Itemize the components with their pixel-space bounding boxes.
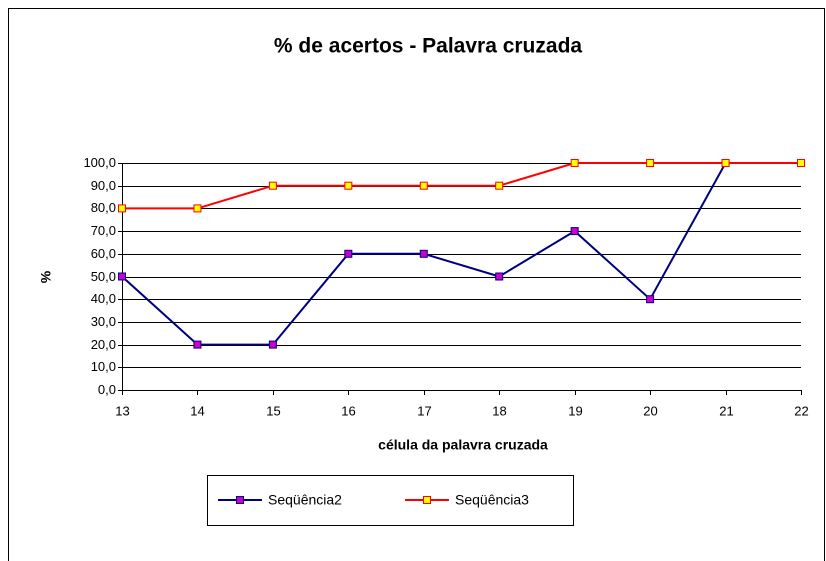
x-tick-label: 20 xyxy=(643,403,657,418)
marker xyxy=(419,181,428,190)
x-tick-label: 16 xyxy=(341,403,355,418)
y-axis-label: % xyxy=(38,270,54,283)
marker xyxy=(118,272,126,281)
y-tick-label: 10,0 xyxy=(91,359,116,374)
chart-title: % de acertos - Palavra cruzada xyxy=(274,35,582,58)
y-tick-label: 70,0 xyxy=(91,223,116,238)
legend-label: Seqüência2 xyxy=(268,492,342,508)
x-tick-label: 21 xyxy=(719,403,733,418)
marker xyxy=(193,340,202,349)
y-tick-label: 90,0 xyxy=(91,178,116,193)
x-tick-label: 14 xyxy=(190,403,204,418)
x-tick-label: 18 xyxy=(492,403,506,418)
marker xyxy=(344,249,353,258)
marker xyxy=(721,159,730,167)
x-tick-label: 17 xyxy=(417,403,431,418)
marker xyxy=(193,204,202,213)
y-tick-label: 50,0 xyxy=(91,269,116,284)
y-tick-label: 30,0 xyxy=(91,314,116,329)
marker xyxy=(268,181,277,190)
marker xyxy=(344,181,353,190)
y-tick-label: 40,0 xyxy=(91,291,116,306)
y-tick-label: 80,0 xyxy=(91,200,116,215)
chart-border xyxy=(8,8,825,561)
x-tick-label: 15 xyxy=(266,403,280,418)
legend-marker xyxy=(236,496,244,504)
x-tick-label: 22 xyxy=(794,403,808,418)
legend-box xyxy=(207,475,574,526)
marker xyxy=(570,159,579,167)
x-tick-label: 19 xyxy=(568,403,582,418)
marker xyxy=(646,159,655,167)
series-line xyxy=(122,162,801,210)
legend-label: Seqüência3 xyxy=(455,492,529,508)
marker xyxy=(495,272,504,281)
marker xyxy=(495,181,504,190)
legend-marker xyxy=(423,496,431,504)
y-tick-label: 20,0 xyxy=(91,337,116,352)
y-tick-label: 60,0 xyxy=(91,246,116,261)
marker xyxy=(646,295,655,304)
marker xyxy=(118,204,126,213)
marker xyxy=(268,340,277,349)
y-tick-label: 100,0 xyxy=(83,155,116,170)
x-axis-label: célula da palavra cruzada xyxy=(378,437,548,453)
marker xyxy=(570,227,579,236)
series-line xyxy=(121,162,801,346)
marker xyxy=(419,249,428,258)
x-tick-label: 13 xyxy=(115,403,129,418)
y-tick-label: 0,0 xyxy=(98,382,116,397)
marker xyxy=(797,159,805,167)
